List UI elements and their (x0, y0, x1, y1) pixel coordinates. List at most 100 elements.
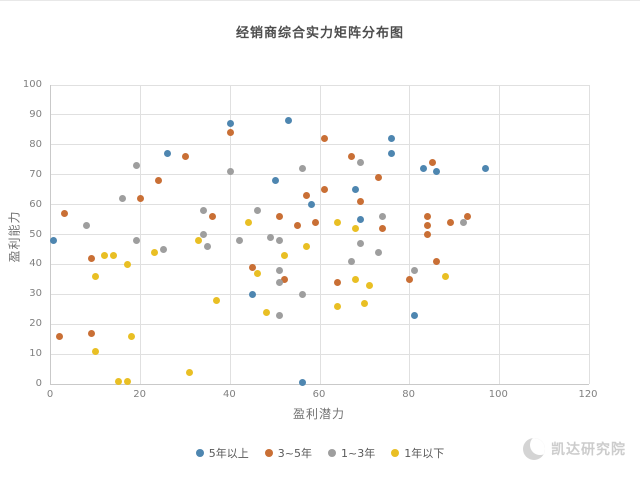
data-point-1年以下 (442, 272, 450, 280)
legend-item: 3~5年 (264, 445, 312, 461)
data-point-1年以下 (352, 225, 360, 233)
data-point-3~5年 (347, 153, 355, 161)
data-point-1年以下 (123, 377, 131, 385)
data-point-1年以下 (150, 248, 158, 256)
data-point-1年以下 (334, 302, 342, 310)
data-point-5年以上 (410, 311, 418, 319)
legend-swatch-icon (264, 449, 273, 457)
data-point-1~3年 (253, 207, 261, 215)
data-point-1~3年 (226, 168, 234, 176)
data-point-3~5年 (60, 210, 68, 218)
data-point-1~3年 (374, 248, 382, 256)
data-point-3~5年 (320, 186, 328, 194)
data-point-1~3年 (298, 165, 306, 173)
data-point-3~5年 (374, 174, 382, 182)
y-tick-label: 60 (29, 198, 42, 210)
legend-item: 1年以下 (391, 445, 444, 461)
legend-label: 1~3年 (341, 447, 376, 460)
data-point-1年以下 (186, 368, 194, 376)
gridline-v (588, 85, 590, 384)
data-point-3~5年 (356, 198, 364, 206)
data-point-1年以下 (361, 299, 369, 307)
data-point-1~3年 (235, 236, 243, 244)
data-point-3~5年 (424, 213, 432, 221)
y-tick-label: 20 (29, 318, 42, 330)
data-point-3~5年 (87, 254, 95, 262)
data-point-1年以下 (123, 260, 131, 268)
data-point-3~5年 (87, 329, 95, 337)
data-point-5年以上 (285, 117, 293, 125)
data-point-1年以下 (195, 236, 203, 244)
data-point-1年以下 (280, 251, 288, 259)
data-point-3~5年 (406, 275, 414, 283)
data-point-1~3年 (276, 266, 284, 274)
legend-label: 5年以上 (208, 447, 249, 460)
y-tick-label: 0 (35, 378, 42, 389)
plot-area (49, 84, 590, 386)
y-tick-label: 30 (29, 288, 42, 300)
data-point-3~5年 (446, 219, 454, 227)
legend: 5年以上 3~5年 1~3年 1年以下 (0, 445, 640, 461)
data-point-1~3年 (132, 162, 140, 170)
watermark: 凯达研究院 (523, 438, 626, 460)
data-point-1~3年 (298, 290, 306, 298)
y-tick-label: 100 (22, 79, 42, 90)
data-point-3~5年 (280, 275, 288, 283)
data-point-1~3年 (159, 245, 167, 253)
data-point-5年以上 (482, 165, 490, 173)
data-point-1年以下 (365, 281, 373, 289)
y-tick-label: 90 (29, 108, 42, 120)
data-point-1~3年 (199, 207, 207, 215)
data-point-3~5年 (428, 159, 436, 167)
data-point-3~5年 (294, 222, 302, 230)
data-point-5年以上 (249, 290, 257, 298)
data-point-3~5年 (433, 257, 441, 265)
legend-swatch-icon (391, 449, 400, 457)
data-point-1年以下 (92, 272, 100, 280)
data-point-1~3年 (204, 242, 212, 250)
data-point-1年以下 (110, 251, 118, 259)
y-tick-label: 70 (29, 168, 42, 180)
data-point-3~5年 (276, 213, 284, 221)
data-point-3~5年 (155, 177, 163, 185)
x-tick-label: 0 (46, 389, 54, 400)
data-point-3~5年 (320, 135, 328, 143)
data-point-1年以下 (303, 242, 311, 250)
data-point-3~5年 (303, 192, 311, 200)
data-point-1~3年 (83, 222, 91, 230)
data-point-5年以上 (419, 165, 427, 173)
data-point-1年以下 (213, 296, 221, 304)
data-point-5年以上 (164, 150, 172, 158)
data-point-1~3年 (199, 231, 207, 238)
data-point-1~3年 (276, 311, 284, 319)
data-point-1~3年 (356, 159, 364, 167)
chart-title: 经销商综合实力矩阵分布图 (235, 26, 404, 41)
data-point-1~3年 (356, 239, 364, 247)
data-point-3~5年 (137, 195, 145, 203)
y-axis-title: 盈利能力 (7, 210, 22, 263)
gridline-v (498, 85, 500, 384)
legend-swatch-icon (195, 449, 204, 457)
y-tick-label: 80 (29, 138, 42, 150)
data-point-1~3年 (459, 219, 467, 227)
legend-item: 5年以上 (195, 445, 249, 461)
y-tick-label: 50 (29, 228, 42, 240)
data-point-5年以上 (352, 186, 360, 194)
data-point-3~5年 (182, 153, 189, 161)
x-axis-title: 盈利潜力 (292, 407, 345, 421)
data-point-5年以上 (49, 236, 57, 244)
data-point-1年以下 (114, 377, 122, 385)
data-point-1年以下 (334, 219, 342, 227)
data-point-3~5年 (249, 263, 257, 271)
data-point-1年以下 (253, 269, 261, 277)
watermark-text: 凯达研究院 (551, 442, 626, 458)
data-point-3~5年 (312, 219, 320, 227)
data-point-1~3年 (410, 266, 418, 274)
data-point-3~5年 (226, 129, 234, 137)
x-tick-label: 120 (578, 389, 598, 400)
gridline-v (319, 85, 321, 384)
x-tick-label: 20 (133, 389, 147, 400)
data-point-1年以下 (262, 308, 270, 316)
data-point-1~3年 (276, 236, 284, 244)
